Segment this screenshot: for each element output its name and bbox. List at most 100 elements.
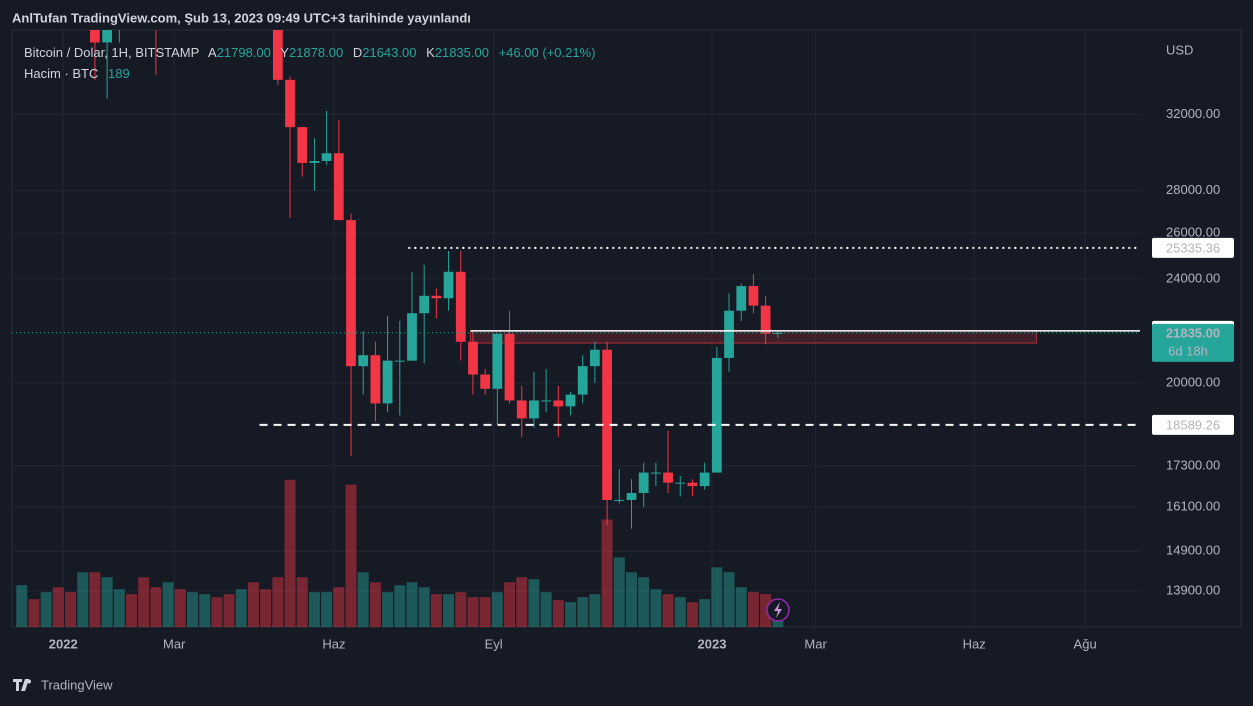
volume-bar (711, 567, 723, 627)
y-tick-label: 20000.00 (1166, 374, 1220, 389)
level-label-box (1152, 414, 1234, 435)
volume-bar (589, 594, 601, 627)
candle-body (285, 79, 295, 128)
volume-bar (101, 577, 113, 627)
axis-layer: 32000.00 28000.00 26000.00 24000.00 20000.00… (49, 106, 1220, 652)
volume-bar (528, 579, 540, 627)
x-tick-label: 2023 (698, 636, 727, 651)
volume-value: 189 (108, 66, 130, 81)
volume-legend: Hacim · BTC 189 (24, 66, 130, 81)
candle-layer (90, 30, 783, 529)
volume-bar (77, 572, 89, 627)
currency: USD (1166, 42, 1193, 57)
x-tick-label: Mar (163, 636, 186, 651)
grid (12, 30, 1140, 627)
x-tick-label: 2022 (49, 636, 78, 651)
level-label: 18589.26 (1166, 417, 1220, 432)
y-tick-label: 14900.00 (1166, 543, 1220, 558)
candle-body (455, 271, 466, 342)
volume-bar (772, 617, 784, 627)
candle-body (370, 355, 381, 404)
volume-bar (211, 597, 223, 627)
candle-body (443, 271, 454, 299)
volume-layer (16, 479, 784, 627)
ohlc-value: 21798.00 (217, 45, 271, 60)
volume-bar (699, 599, 711, 627)
volume-bar (552, 600, 564, 627)
volume-bar (126, 594, 137, 627)
volume-bar (601, 519, 613, 627)
candle-body (407, 313, 417, 361)
volume-bar (540, 592, 552, 627)
volume-bar (260, 589, 272, 627)
ohlc-value: 21643.00 (362, 45, 416, 60)
volume-bar (186, 592, 198, 627)
candle-body (650, 472, 661, 474)
candle-body (309, 160, 320, 163)
volume-bar (150, 587, 162, 627)
candle-body (553, 400, 564, 407)
candle-body (626, 492, 637, 500)
change: +46.00 (+0.21%) (499, 45, 596, 60)
candle-body (699, 472, 710, 487)
volume-bar (723, 572, 735, 627)
volume-bar (199, 594, 211, 627)
alert-icon[interactable] (766, 598, 790, 622)
legend-row: Bitcoin / Dolar, 1H, BITSTAMP A21798.00 … (24, 45, 595, 60)
x-tick-label: Eyl (485, 636, 503, 651)
candle-body (565, 394, 576, 407)
volume-bar (345, 484, 357, 627)
volume-bar (357, 572, 369, 627)
x-tick-label: Ağu (1074, 636, 1097, 651)
volume-bar (28, 599, 40, 627)
candle-body (468, 341, 478, 375)
volume-bar (394, 585, 406, 627)
volume-bar (296, 577, 308, 627)
candle-body (760, 305, 771, 334)
volume-bar (638, 577, 650, 627)
x-tick-label: Mar (804, 636, 827, 651)
volume-bar (504, 582, 516, 627)
volume-bar (223, 594, 235, 627)
y-tick-label: 32000.00 (1166, 106, 1220, 121)
ohlc-value: 21878.00 (289, 45, 343, 60)
volume-bar (272, 577, 284, 627)
ohlc-value: 21835.00 (435, 45, 489, 60)
ohlc-prefix: Y (280, 45, 289, 60)
candle-body (711, 357, 722, 473)
volume-bar (686, 602, 698, 627)
brand[interactable]: TradingView (13, 677, 113, 692)
volume-bar (52, 587, 64, 627)
candle-body (394, 360, 405, 362)
plot-frame (11, 29, 1242, 628)
volume-bar (491, 592, 503, 627)
volume-bar (565, 602, 576, 627)
zone-layer (470, 330, 1037, 344)
volume-bar (516, 577, 528, 627)
y-tick-label: 24000.00 (1166, 270, 1220, 285)
candle-body (614, 499, 625, 501)
volume-bar (382, 592, 394, 627)
ohlc-prefix: A (208, 45, 217, 60)
volume-bar (40, 592, 52, 627)
x-tick-label: Haz (322, 636, 345, 651)
candle-body (90, 30, 100, 43)
candle-body (541, 400, 552, 402)
candle-body (663, 472, 673, 483)
candle-body (772, 332, 783, 334)
volume-bar (89, 572, 101, 627)
candle-body (102, 30, 112, 43)
countdown: 6d 18h (1168, 343, 1208, 358)
volume-bar (625, 572, 637, 627)
volume-bar (430, 594, 442, 627)
candle-body (638, 472, 649, 493)
candle-body (297, 127, 308, 163)
y-tick-label: 17300.00 (1166, 457, 1220, 472)
volume-bar (613, 557, 625, 627)
volume-bar (479, 597, 491, 627)
volume-bar (138, 577, 150, 627)
candle-body (748, 286, 759, 306)
candle-body (504, 333, 515, 401)
